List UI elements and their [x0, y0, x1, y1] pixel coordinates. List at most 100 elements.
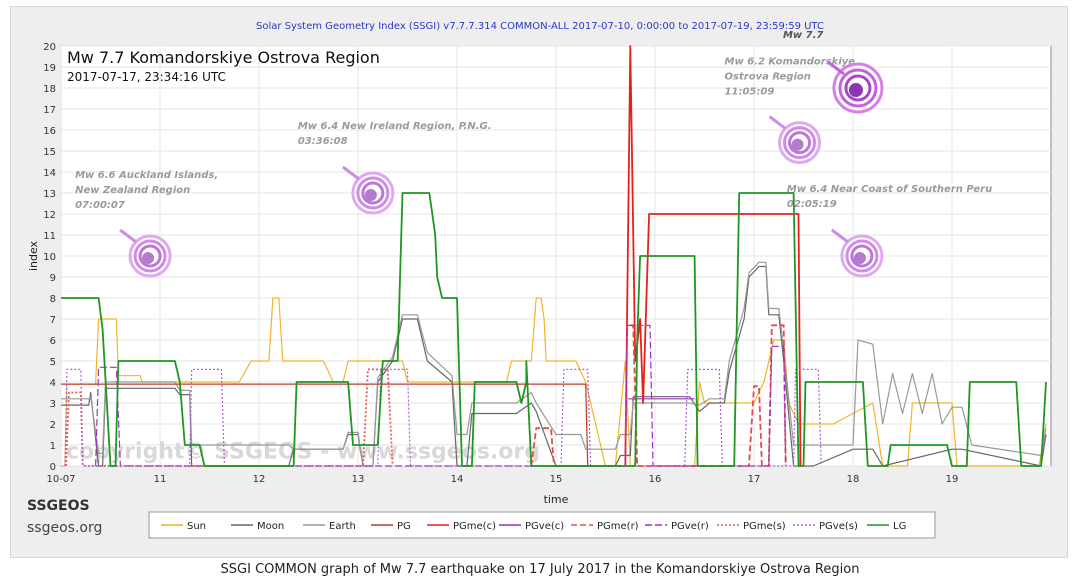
y-axis-label: index [27, 240, 40, 271]
series-line-pgmes [65, 368, 394, 467]
y-tick-label: 15 [43, 147, 56, 158]
ring-pointer [119, 228, 137, 244]
ring [838, 68, 878, 108]
grid [60, 45, 1051, 467]
annotation-text: 02:05:19 [787, 199, 837, 210]
y-tick-label: 18 [43, 84, 56, 95]
quake-annotation: Mw 6.2 Komandorskiye Ostrova Region 11:05:… [725, 57, 856, 165]
legend-label: PGve(c) [525, 521, 564, 532]
series-line-earth [61, 261, 1047, 467]
quake-annotation: Mw 7.7 [783, 30, 884, 114]
x-tick-label: 12 [253, 474, 266, 485]
y-tick-label: 4 [50, 378, 56, 389]
ring-core [364, 189, 377, 201]
quake-annotation: Mw 6.4 Near Coast of Southern Peru 02:05:… [787, 184, 992, 278]
quake-ring-icon [119, 228, 172, 278]
y-tick-label: 2 [50, 420, 56, 431]
legend-item: Moon [231, 521, 284, 532]
ring [783, 126, 817, 160]
legend-label: PGve(r) [671, 521, 709, 532]
annotation-text: 03:36:08 [298, 136, 348, 147]
chart-svg: Solar System Geometry Index (SSGI) v7.7.… [27, 21, 1052, 539]
y-tick-label: 13 [43, 189, 56, 200]
legend-item: PGme(c) [427, 521, 496, 532]
quake-ring-icon [341, 165, 395, 215]
legend-box [148, 511, 936, 539]
legend-item: PGme(r) [571, 521, 639, 532]
y-tick-label: 1 [50, 441, 56, 452]
quake-annotation: Mw 6.4 New Ireland Region, P.N.G. 03:36:0… [298, 121, 492, 215]
legend-label: PGme(r) [597, 521, 639, 532]
legend-label: Sun [187, 521, 206, 532]
annotation-text: Mw 6.4 New Ireland Region, P.N.G. [298, 121, 492, 132]
annotation-text: 07:00:07 [75, 200, 125, 211]
ring-pointer [768, 115, 787, 130]
ring [845, 239, 879, 273]
ring [778, 121, 822, 165]
x-tick-label: 11 [154, 474, 167, 485]
ring-core [142, 252, 155, 264]
ring-pointer [341, 165, 360, 181]
x-tick-label: 17 [748, 474, 761, 485]
series-layer [61, 45, 1047, 467]
legend-item: LG [867, 521, 906, 532]
legend-item: Earth [303, 521, 356, 532]
ring-pointer [831, 228, 849, 244]
ring-core [853, 252, 866, 264]
ring-core [848, 83, 863, 97]
y-tick-label: 9 [50, 273, 56, 284]
ring-pointer [827, 60, 845, 76]
x-axis: 10-07 11 12 13 14 15 16 17 18 19 [46, 474, 958, 485]
annotation-text: Mw 6.6 Auckland Islands, [75, 170, 218, 181]
legend-label: PGme(s) [743, 521, 786, 532]
ring [351, 171, 395, 215]
y-tick-label: 19 [43, 63, 56, 74]
y-tick-label: 3 [50, 399, 56, 410]
legend-label: PGme(c) [453, 521, 496, 532]
x-tick-label: 19 [946, 474, 959, 485]
series-line-pgmec [624, 45, 802, 467]
legend: Sun Moon Earth PG PGme(c) PGve(c) PGme(r) PGve(… [161, 521, 906, 532]
legend-item: Sun [161, 521, 206, 532]
legend-label: PG [397, 521, 411, 532]
y-tick-label: 12 [43, 210, 56, 221]
y-tick-label: 16 [43, 126, 56, 137]
x-tick-label: 13 [352, 474, 365, 485]
annotations: Mw 6.6 Auckland Islands, New Zealand Regi… [75, 30, 992, 278]
ring [832, 62, 884, 114]
legend-item: PG [371, 521, 411, 532]
quake-ring-icon [768, 115, 822, 165]
ring [128, 234, 172, 278]
ring [850, 244, 874, 268]
ring [840, 234, 884, 278]
figure-caption: SSGI COMMON graph of Mw 7.7 earthquake o… [220, 562, 860, 577]
x-tick-label: 16 [649, 474, 662, 485]
legend-label: LG [893, 521, 906, 532]
legend-item: PGme(s) [717, 521, 786, 532]
y-tick-label: 10 [43, 252, 56, 263]
chart-subtitle: 2017-07-17, 23:34:16 UTC [67, 70, 226, 84]
legend-item: PGve(c) [499, 521, 564, 532]
x-tick-label: 14 [451, 474, 464, 485]
y-tick-label: 17 [43, 105, 56, 116]
series-line-pg [61, 383, 589, 467]
annotation-text: Mw 6.4 Near Coast of Southern Peru [787, 184, 992, 195]
annotation-text: Mw 6.2 Komandorskiye [725, 57, 856, 68]
y-tick-label: 8 [50, 294, 56, 305]
annotation-text: New Zealand Region [75, 185, 190, 196]
ring-core [791, 138, 804, 151]
y-tick-label: 7 [50, 315, 56, 326]
chart-frame: Solar System Geometry Index (SSGI) v7.7.… [10, 6, 1068, 558]
series-line-sun [61, 297, 1047, 467]
quake-annotation: Mw 6.6 Auckland Islands, New Zealand Regi… [75, 170, 218, 278]
chart-header: Solar System Geometry Index (SSGI) v7.7.… [256, 21, 824, 32]
legend-label: Moon [257, 521, 284, 532]
y-tick-label: 0 [50, 462, 56, 473]
annotation-text: 11:05:09 [725, 87, 775, 98]
x-tick-label: 18 [847, 474, 860, 485]
legend-label: PGve(s) [819, 521, 858, 532]
logo-site: ssgeos.org [27, 520, 102, 536]
x-axis-label: time [544, 493, 569, 506]
y-tick-label: 5 [50, 357, 56, 368]
